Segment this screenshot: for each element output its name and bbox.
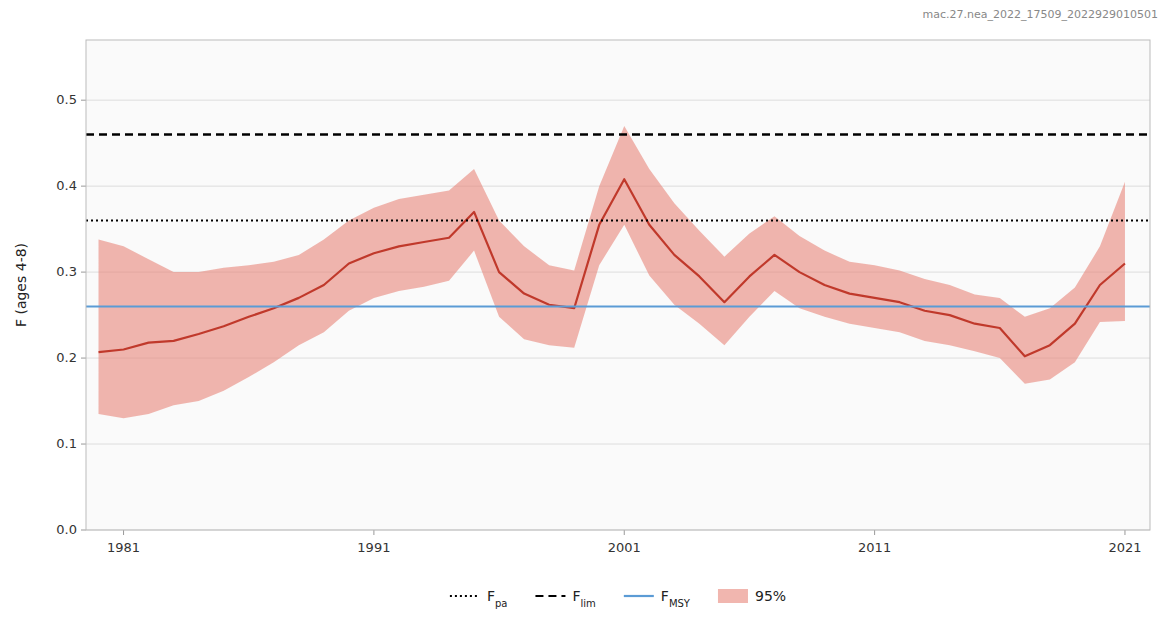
y-tick-label: 0.5 xyxy=(56,92,77,107)
y-tick-label: 0.1 xyxy=(56,436,77,451)
legend-item: FMSY xyxy=(624,588,691,609)
y-axis-label: F (ages 4-8) xyxy=(13,243,29,327)
x-tick xyxy=(123,530,124,535)
y-tick-label: 0.3 xyxy=(56,264,77,279)
x-tick-label: 2021 xyxy=(1108,540,1141,555)
watermark: mac.27.nea_2022_17509_2022929010501 xyxy=(923,8,1158,21)
chart: 0.0 0.1 0.2 0.3 0.4 0.5 1981 1991 2001 2011 2021 F … xyxy=(0,0,1174,626)
y-tick xyxy=(81,100,86,101)
y-tick xyxy=(81,186,86,187)
legend-label: 95% xyxy=(755,588,786,604)
x-tick xyxy=(373,530,374,535)
plot-frame xyxy=(86,40,1150,530)
legend-label: Flim xyxy=(572,588,595,609)
legend: Fpa Flim FMSY 95% xyxy=(450,588,786,609)
plot-area xyxy=(86,40,1150,530)
y-tick-label: 0.0 xyxy=(56,522,77,537)
x-tick xyxy=(624,530,625,535)
confidence-band xyxy=(99,126,1125,418)
reference-line xyxy=(86,133,1150,135)
axes: 0.0 0.1 0.2 0.3 0.4 0.5 1981 1991 2001 2011 2021 xyxy=(56,92,1141,555)
reference-line xyxy=(86,220,1150,222)
y-tick xyxy=(81,358,86,359)
y-tick-label: 0.4 xyxy=(56,178,77,193)
legend-swatch xyxy=(535,595,565,597)
legend-item: 95% xyxy=(718,588,786,604)
legend-swatch xyxy=(624,595,654,597)
y-tick xyxy=(81,444,86,445)
y-tick xyxy=(81,272,86,273)
x-tick-label: 1981 xyxy=(107,540,140,555)
x-tick-label: 2001 xyxy=(608,540,641,555)
legend-swatch xyxy=(450,595,480,597)
legend-label: Fpa xyxy=(487,588,508,609)
line xyxy=(99,179,1125,356)
x-tick xyxy=(1124,530,1125,535)
legend-label: FMSY xyxy=(661,588,691,609)
x-tick xyxy=(874,530,875,535)
legend-item: Flim xyxy=(535,588,595,609)
legend-item: Fpa xyxy=(450,588,508,609)
x-tick-label: 1991 xyxy=(357,540,390,555)
x-tick-label: 2011 xyxy=(858,540,891,555)
y-tick-label: 0.2 xyxy=(56,350,77,365)
grid-line xyxy=(86,100,1150,101)
grid xyxy=(86,100,1150,530)
legend-swatch xyxy=(718,589,748,603)
grid-line xyxy=(86,444,1150,445)
y-tick xyxy=(81,530,86,531)
data xyxy=(86,126,1150,418)
reference-line xyxy=(86,305,1150,307)
